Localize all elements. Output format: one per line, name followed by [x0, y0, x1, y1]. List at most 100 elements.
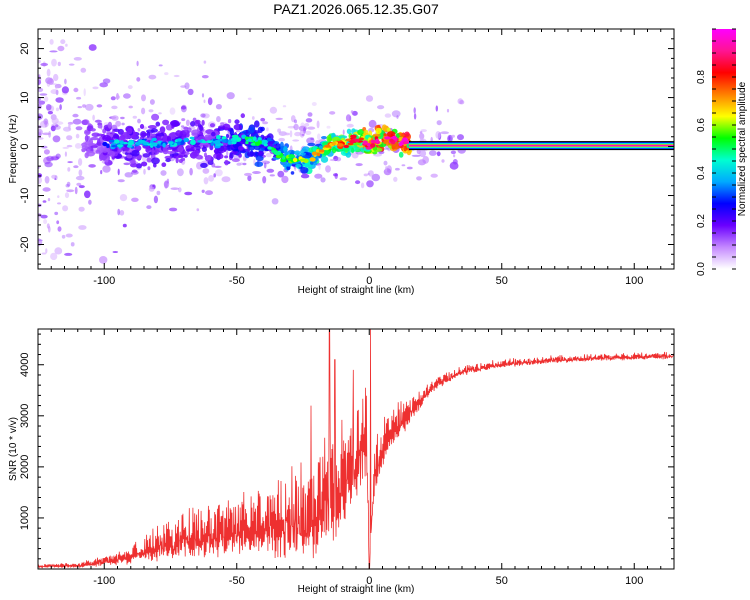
spectrogram-cell: [202, 168, 210, 174]
spectrogram-cell: [38, 113, 43, 120]
spectrogram-cell: [231, 158, 240, 163]
spectrogram-cell: [360, 182, 365, 189]
spectrogram-cell: [393, 176, 398, 182]
spectrogram-cell: [140, 131, 147, 138]
spectrogram-cell: [53, 73, 59, 82]
y-tick-label: -10: [19, 188, 31, 204]
spectrogram-cell: [310, 137, 315, 140]
spectrogram-cell: [307, 112, 313, 117]
spectrogram-cell: [203, 99, 206, 104]
spectrogram-cell: [146, 157, 152, 163]
spectrogram-cell: [383, 160, 388, 166]
spectrogram-cell: [96, 104, 103, 108]
spectrogram-cell: [54, 247, 63, 255]
spectrogram-ridge-cell: [331, 141, 337, 146]
spectrogram-cell: [175, 156, 179, 164]
spectrogram-cell: [102, 149, 108, 153]
spectrogram-cell: [317, 133, 321, 140]
spectrogram-cell: [240, 113, 245, 119]
spectrogram-ridge-cell: [129, 140, 134, 144]
spectrogram-cell: [213, 165, 222, 168]
spectrogram-cell: [295, 163, 302, 168]
spectrogram-cell: [265, 152, 272, 158]
spectrogram-cell: [190, 121, 196, 127]
spectrogram-cell: [196, 208, 200, 212]
spectrogram-cell: [136, 60, 139, 67]
spectrogram-cell: [38, 176, 43, 184]
spectrogram-cell: [45, 104, 52, 111]
spectrogram-cell: [183, 126, 189, 130]
spectrogram-cell: [67, 167, 71, 172]
spectrogram-cell: [66, 189, 75, 193]
spectrogram-cell: [162, 119, 170, 126]
spectrogram-cell: [253, 130, 260, 134]
spectrogram-cell: [305, 118, 313, 123]
spectrogram-ridge-cell: [245, 141, 249, 145]
spectrogram-cell: [294, 119, 297, 124]
spectrogram-cell: [161, 162, 167, 167]
spectrogram-cell: [127, 85, 133, 90]
spectrogram-cell: [311, 102, 317, 106]
spectrogram-cell: [156, 190, 161, 196]
spectrogram-cell: [227, 119, 232, 124]
spectrogram-cell: [428, 150, 437, 156]
spectrogram-cell: [38, 137, 44, 140]
spectrogram-cell: [153, 195, 158, 204]
spectrogram-cell: [164, 72, 169, 76]
spectrogram-cell: [80, 67, 87, 73]
spectrogram-ridge-cell: [267, 146, 272, 150]
spectrogram-ridge-cell: [210, 142, 215, 146]
spectrogram-cell: [441, 159, 445, 163]
spectrogram-cell: [57, 195, 60, 199]
spectrogram-cell: [78, 158, 83, 166]
spectrogram-cell: [46, 223, 50, 229]
spectrogram-cell: [57, 202, 61, 205]
spectrogram-cell: [209, 123, 216, 128]
spectrogram-cell: [175, 130, 184, 137]
spectrogram-cell: [417, 159, 426, 166]
spectrogram-cell: [166, 178, 170, 184]
spectrogram-cell: [269, 106, 278, 114]
spectrogram-cell: [266, 137, 272, 142]
spectrogram-ridge-cell: [371, 139, 376, 144]
spectrogram-cell: [147, 125, 157, 129]
spectrogram-cell: [88, 199, 92, 205]
spectrogram-cell: [163, 180, 170, 189]
spectrogram-ridge-cell: [282, 155, 286, 160]
spectrogram-cell: [351, 147, 355, 154]
spectrogram-cell: [253, 120, 260, 128]
spectrogram-cell: [119, 134, 126, 142]
spectrogram-cell: [120, 116, 125, 120]
spectrogram-ridge-cell: [162, 142, 166, 148]
spectrogram-cell: [419, 131, 423, 134]
spectrogram-ridge-cell: [151, 137, 157, 142]
spectrogram-cell: [131, 149, 140, 157]
spectrogram-cell: [141, 94, 146, 102]
spectrogram-cell: [148, 74, 157, 80]
spectrogram-cell: [139, 124, 145, 129]
spectrogram-ridge-cell: [168, 141, 174, 145]
spectrogram-cell: [234, 119, 240, 124]
spectrogram-cell: [42, 132, 51, 136]
spectrogram-cell: [386, 127, 391, 132]
x-tick-label: -100: [93, 275, 115, 287]
spectrogram-constant-line: [409, 144, 674, 147]
spectrogram-cell: [146, 131, 151, 139]
spectrogram-cell: [401, 164, 406, 167]
spectrogram-ridge-cell: [349, 139, 356, 144]
spectrogram-cell: [62, 146, 69, 149]
spectrogram-ridge-cell: [190, 140, 196, 145]
spectrogram-ridge-cell: [390, 136, 398, 140]
spectrogram-cell: [261, 160, 271, 164]
y-tick-label: 2000: [19, 455, 31, 479]
spectrogram-cell: [277, 170, 285, 178]
spectrogram-cell: [284, 132, 290, 136]
y-tick-label: 1000: [19, 506, 31, 530]
spectrogram-cell: [166, 150, 175, 155]
spectrogram-cell: [110, 96, 116, 101]
spectrogram-ridge-cell: [181, 139, 185, 145]
spectrogram-cell: [184, 82, 190, 90]
spectrogram-cell: [383, 168, 392, 176]
